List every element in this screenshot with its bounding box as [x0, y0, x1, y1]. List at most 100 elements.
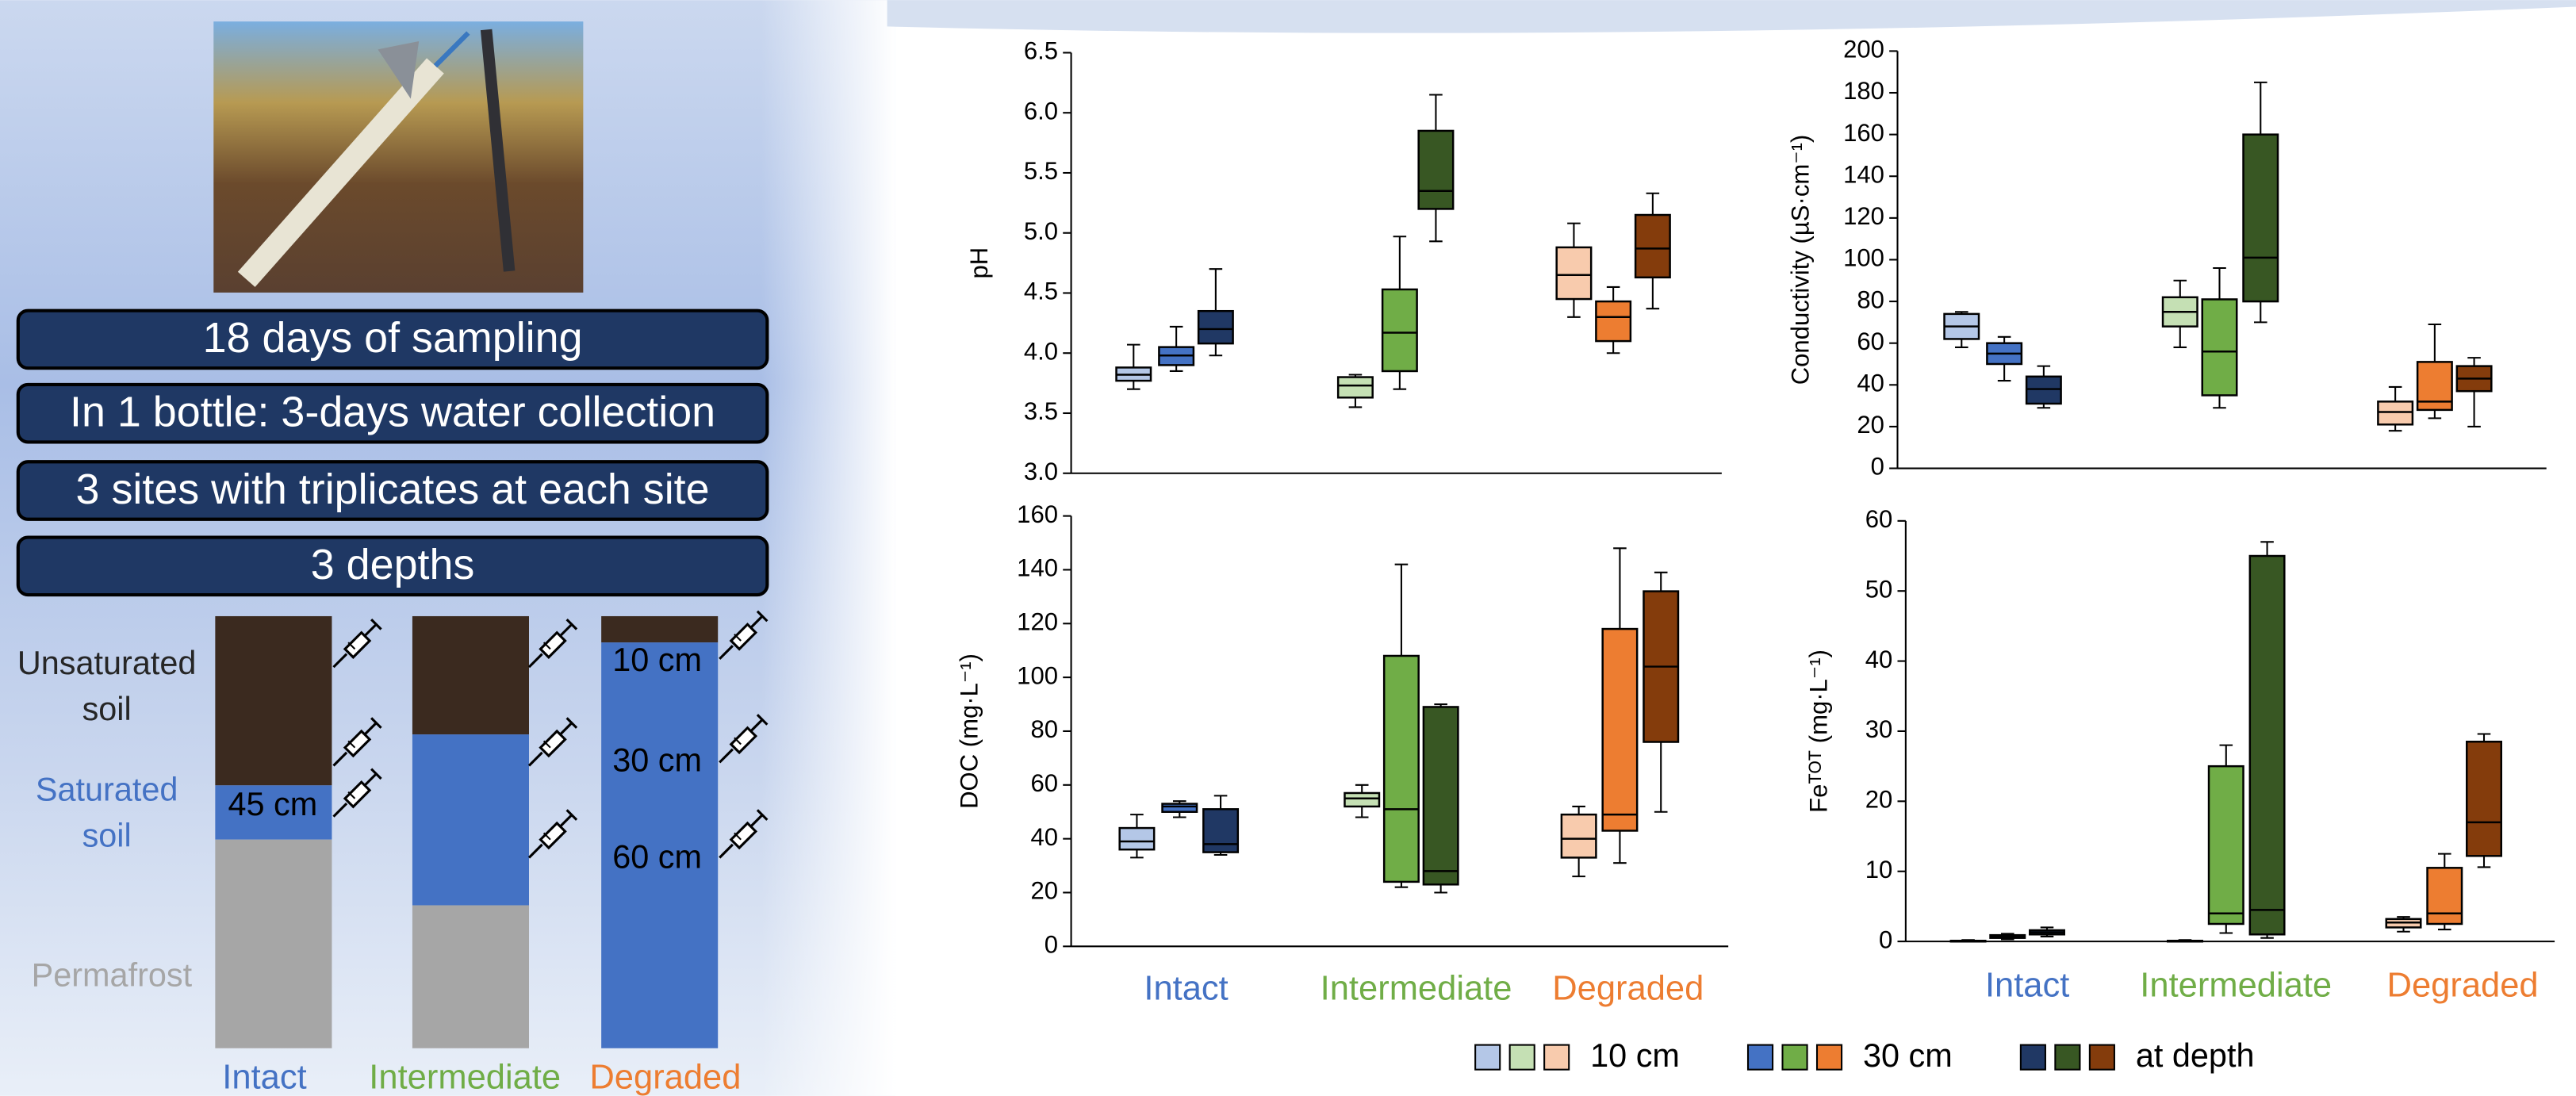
y-tick-label: 120 — [1017, 607, 1058, 635]
soil-layer — [215, 616, 332, 785]
soil-layer — [412, 616, 529, 734]
y-axis-label: Conductivity (µS·cm⁻¹) — [1787, 135, 1815, 385]
y-tick-label: 10 — [1865, 856, 1893, 883]
box — [1557, 247, 1592, 299]
y-tick-label: 140 — [1017, 554, 1058, 582]
y-tick-label: 20 — [1030, 877, 1058, 905]
depth-label: 45 cm — [228, 786, 317, 822]
y-tick-label: 80 — [1857, 285, 1884, 313]
y-tick-label: 100 — [1843, 244, 1884, 272]
y-axis-label: Feᵀᴼᵀ (mg·L⁻¹) — [1804, 650, 1832, 813]
box — [2209, 766, 2244, 924]
box — [2378, 401, 2413, 424]
legend-swatch — [1544, 1045, 1569, 1070]
box — [1596, 301, 1631, 341]
x-tick-label: Intact — [1144, 970, 1228, 1008]
column-label: Intermediate — [369, 1059, 561, 1096]
soil-label: Unsaturated — [17, 645, 197, 681]
y-tick-label: 6.0 — [1024, 97, 1058, 125]
y-tick-label: 30 — [1865, 715, 1893, 743]
box — [2202, 299, 2237, 395]
figure: 18 days of sampling In 1 bottle: 3-days w… — [0, 0, 2576, 1096]
y-tick-label: 4.0 — [1024, 337, 1058, 365]
legend-swatch — [1748, 1045, 1773, 1070]
soil-layer — [412, 734, 529, 905]
box — [2250, 556, 2285, 934]
y-tick-label: 180 — [1843, 77, 1884, 105]
y-axis-label: pH — [965, 247, 993, 279]
legend-swatch — [2021, 1045, 2045, 1070]
banner-text: 3 depths — [311, 541, 475, 588]
y-tick-label: 5.5 — [1024, 157, 1058, 185]
x-tick-label: Intact — [1985, 967, 2069, 1005]
box — [1338, 377, 1373, 398]
y-tick-label: 3.5 — [1024, 397, 1058, 425]
top-wave — [887, 0, 2576, 33]
y-tick-label: 0 — [1871, 453, 1884, 481]
depth-label: 30 cm — [612, 742, 702, 778]
box — [1562, 814, 1597, 857]
soil-layer — [601, 616, 718, 642]
charts: 3.03.54.04.55.05.56.06.5pH02040608010012… — [955, 36, 2555, 1075]
legend-swatch — [2090, 1045, 2114, 1070]
box — [1163, 804, 1198, 812]
y-tick-label: 160 — [1843, 119, 1884, 147]
y-tick-label: 60 — [1865, 505, 1893, 533]
banner-text: 3 sites with triplicates at each site — [76, 466, 710, 513]
y-tick-label: 60 — [1030, 769, 1058, 797]
y-tick-label: 5.0 — [1024, 217, 1058, 245]
box — [1424, 707, 1459, 884]
box — [1603, 629, 1637, 830]
legend-swatch — [1783, 1045, 1807, 1070]
box — [1384, 656, 1419, 882]
legend-swatch — [1817, 1045, 1842, 1070]
y-axis-label: DOC (mg·L⁻¹) — [955, 653, 983, 809]
legend-label: 10 cm — [1590, 1037, 1680, 1074]
y-tick-label: 6.5 — [1024, 37, 1058, 65]
soil-layer — [215, 840, 332, 1048]
depth-label: 10 cm — [612, 642, 702, 678]
column-label: Degraded — [589, 1059, 741, 1096]
x-tick-label: Degraded — [2387, 967, 2539, 1005]
box — [1198, 311, 1233, 343]
box — [2244, 135, 2279, 301]
y-tick-label: 80 — [1030, 715, 1058, 743]
legend-swatch — [1510, 1045, 1535, 1070]
depth-label: 60 cm — [612, 838, 702, 875]
y-tick-label: 60 — [1857, 328, 1884, 355]
y-tick-label: 100 — [1017, 661, 1058, 689]
x-tick-label: Intermediate — [1321, 970, 1512, 1008]
y-tick-label: 0 — [1879, 925, 1892, 953]
box — [1419, 131, 1454, 209]
x-tick-label: Intermediate — [2140, 967, 2332, 1005]
legend-swatch — [1475, 1045, 1500, 1070]
photo — [213, 21, 583, 293]
y-tick-label: 160 — [1017, 500, 1058, 528]
y-tick-label: 0 — [1045, 931, 1058, 959]
box — [1120, 828, 1155, 849]
legend-label: at depth — [2136, 1037, 2255, 1074]
box — [1344, 793, 1379, 807]
column-label: Intact — [222, 1059, 306, 1096]
y-tick-label: 40 — [1865, 646, 1893, 673]
y-tick-label: 4.5 — [1024, 278, 1058, 305]
soil-label: Saturated — [36, 772, 178, 808]
box — [1203, 809, 1238, 852]
box — [2428, 868, 2463, 924]
banner-text: 18 days of sampling — [203, 314, 583, 362]
legend-label: 30 cm — [1863, 1037, 1953, 1074]
soil-label: soil — [82, 691, 132, 727]
y-tick-label: 200 — [1843, 36, 1884, 63]
soil-label: soil — [82, 818, 132, 854]
y-tick-label: 40 — [1857, 370, 1884, 397]
y-tick-label: 40 — [1030, 823, 1058, 851]
y-tick-label: 140 — [1843, 160, 1884, 188]
banner-text: In 1 bottle: 3-days water collection — [70, 388, 715, 435]
box — [2417, 362, 2452, 410]
box — [2467, 742, 2501, 856]
x-tick-label: Degraded — [1552, 970, 1704, 1008]
y-tick-label: 3.0 — [1024, 458, 1058, 485]
box — [1382, 289, 1417, 371]
legend-swatch — [2055, 1045, 2080, 1070]
box — [1635, 215, 1670, 278]
